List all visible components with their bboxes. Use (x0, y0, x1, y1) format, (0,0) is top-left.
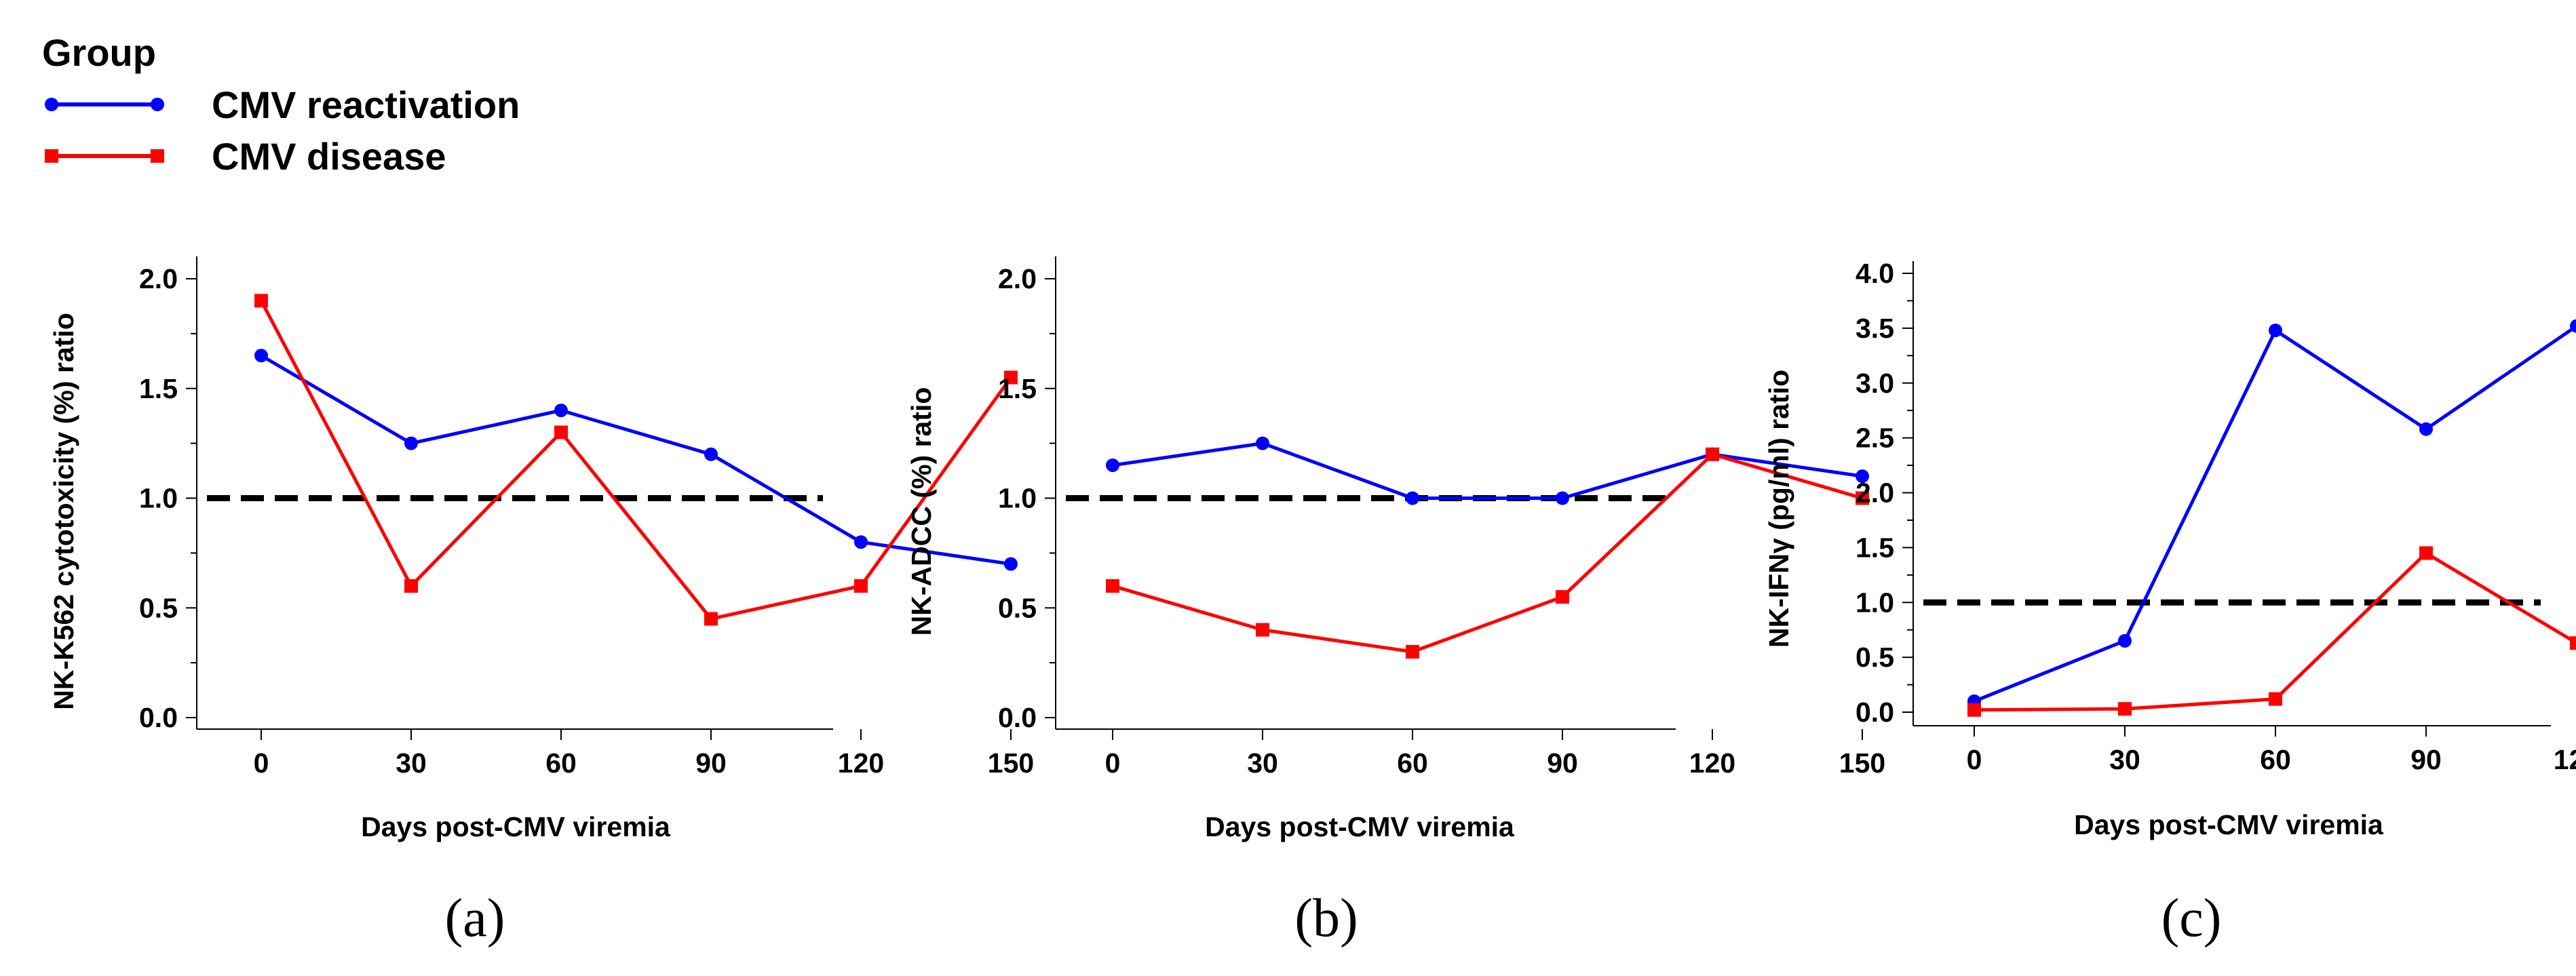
panel-a-point-cmv-reactivation (404, 436, 418, 450)
panel-b-y-tick-label: 0.5 (998, 592, 1037, 623)
panel-c-point-cmv-reactivation (2118, 633, 2132, 648)
panel-b-point-cmv-reactivation (1406, 491, 1419, 505)
panel-a-point-cmv-disease (704, 612, 718, 626)
panel-c-point-cmv-disease (2269, 692, 2282, 706)
legend-label-cmv-reactivation: CMV reactivation (212, 83, 520, 126)
panel-a-x-tick-label: 90 (695, 747, 727, 779)
panel-a-x-tick-label: 30 (396, 747, 427, 779)
panel-c-point-cmv-reactivation (2570, 319, 2576, 333)
panel-a-y-tick-label: 1.5 (139, 373, 178, 404)
panel-a-point-cmv-reactivation (1004, 557, 1018, 571)
panel-c-label: (c) (2161, 889, 2222, 948)
legend-marker-cmv-reactivation-end (151, 98, 164, 111)
panel-a-y-tick-label: 0.5 (139, 592, 178, 623)
panel-a-x-axis-title: Days post-CMV viremia (361, 811, 671, 842)
panel-c-series-line-cmv-disease (1974, 551, 2576, 712)
panel-a-point-cmv-disease (1004, 370, 1018, 385)
legend-entry-cmv-reactivation: CMV reactivation (45, 83, 520, 126)
panel-a-point-cmv-reactivation (704, 447, 718, 461)
panel-b-y-tick-label: 2.0 (998, 263, 1037, 294)
panel-a-x-tick-label: 60 (545, 747, 577, 779)
panel-b-x-tick-label: 30 (1247, 747, 1278, 779)
panel-c-y-tick-label: 2.0 (1856, 477, 1894, 509)
panel-a-point-cmv-reactivation (554, 404, 568, 418)
panel-b-point-cmv-disease (1706, 447, 1719, 461)
panel-b-x-tick-label: 0 (1105, 747, 1121, 779)
panel-c-y-axis-title: NK-IFNγ (pg/ml) ratio (1763, 370, 1794, 648)
panel-c-y-tick-label: 0.0 (1856, 697, 1894, 728)
panel-c-point-cmv-disease (2570, 636, 2576, 650)
panel-b-series-line-cmv-reactivation (1112, 442, 1863, 500)
panel-b-point-cmv-reactivation (1556, 491, 1569, 505)
panel-a-x-tick-label: 120 (838, 747, 884, 779)
panel-c-point-cmv-disease (1967, 703, 1981, 717)
panel-c-y-tick-label: 3.0 (1856, 368, 1894, 399)
panel-c-y-tick-label: 2.5 (1856, 423, 1894, 454)
panel-b-y-tick-label: 1.5 (998, 373, 1037, 404)
legend-title: Group (42, 31, 156, 74)
panel-b-y-tick-label: 0.0 (998, 702, 1037, 733)
panel-a-point-cmv-disease (854, 579, 868, 593)
panel-c-x-tick-label: 120 (2554, 744, 2576, 775)
legend-marker-cmv-reactivation-start (45, 98, 58, 111)
panel-b-x-tick-label: 120 (1689, 747, 1735, 779)
panel-a-point-cmv-disease (554, 425, 568, 440)
legend-marker-cmv-disease-start (45, 149, 58, 163)
panel-a-point-cmv-disease (404, 579, 418, 593)
panel-c-point-cmv-reactivation (2269, 324, 2282, 338)
legend-label-cmv-disease: CMV disease (212, 135, 446, 178)
panel-a-x-tick-label: 0 (254, 747, 269, 779)
panel-a-y-axis-title: NK-K562 cytotoxicity (%) ratio (48, 313, 79, 710)
panel-a-point-cmv-reactivation (254, 349, 268, 363)
panel-a-x-tick-label: 150 (988, 747, 1034, 779)
panel-c-series-line-cmv-reactivation (1974, 324, 2576, 703)
panel-b-point-cmv-disease (1106, 579, 1119, 593)
panel-b-point-cmv-disease (1256, 623, 1269, 637)
panel-a-point-cmv-reactivation (854, 535, 868, 549)
panel-b-x-tick-label: 150 (1839, 747, 1885, 779)
panel-b-point-cmv-reactivation (1106, 458, 1119, 472)
panel-c-y-tick-label: 0.5 (1856, 642, 1894, 673)
panel-b-y-axis-title: NK-ADCC (%) ratio (906, 387, 937, 636)
panel-c-x-axis-title: Days post-CMV viremia (2074, 809, 2384, 840)
panel-c-y-tick-label: 3.5 (1856, 313, 1894, 344)
panel-b-y-tick-label: 1.0 (998, 483, 1037, 514)
panel-a-y-tick-label: 2.0 (139, 263, 178, 294)
legend: Group CMV reactivation CMV disease (42, 31, 520, 178)
panel-c-x-tick-label: 90 (2410, 744, 2442, 775)
panel-c-point-cmv-disease (2118, 702, 2132, 716)
panel-b-x-tick-label: 60 (1397, 747, 1428, 779)
panel-c-x-tick-label: 0 (1967, 744, 1982, 775)
panel-c-y-tick-label: 1.0 (1856, 587, 1894, 618)
panel-b-label: (b) (1294, 889, 1358, 948)
panel-b-point-cmv-disease (1856, 491, 1869, 505)
panel-b-point-cmv-reactivation (1256, 436, 1269, 450)
panel-b-x-axis-title: Days post-CMV viremia (1205, 811, 1515, 842)
panel-b-point-cmv-reactivation (1856, 469, 1869, 484)
panel-a-y-tick-label: 0.0 (139, 702, 178, 733)
chart-panel-b: 0.0 0.5 1.0 1.5 2.0 0 30 60 90 120 150 NK-ADCC (%)… (906, 256, 1885, 948)
legend-marker-cmv-disease-end (151, 149, 164, 163)
panel-c-point-cmv-reactivation (2419, 422, 2433, 436)
panel-c-y-tick-label: 1.5 (1856, 532, 1894, 563)
panel-a-label: (a) (445, 889, 505, 948)
chart-panel-a: 0.0 0.5 1.0 1.5 2.0 0 30 60 90 120 150 NK-K562 cyt… (48, 256, 1034, 948)
panel-c-x-tick-label: 30 (2109, 744, 2140, 775)
legend-entry-cmv-disease: CMV disease (45, 135, 446, 178)
panel-c-point-cmv-disease (2419, 546, 2433, 560)
panel-b-point-cmv-disease (1406, 644, 1419, 659)
panel-a-series-line-cmv-disease (259, 300, 1013, 621)
panel-a-series-line-cmv-reactivation (260, 354, 1012, 566)
chart-panel-c: 0.0 0.5 1.0 1.5 2.0 2.5 3.0 3.5 4.0 0 30 60 90 120 150… (1763, 258, 2576, 948)
panel-b-point-cmv-disease (1556, 590, 1569, 604)
panel-b-series-line-cmv-disease (1112, 452, 1863, 654)
panel-a-point-cmv-disease (254, 294, 268, 308)
panel-c-y-tick-label: 4.0 (1856, 258, 1894, 289)
panel-c-x-tick-label: 60 (2260, 744, 2291, 775)
panel-b-x-tick-label: 90 (1547, 747, 1578, 779)
panel-a-y-tick-label: 1.0 (139, 483, 178, 514)
